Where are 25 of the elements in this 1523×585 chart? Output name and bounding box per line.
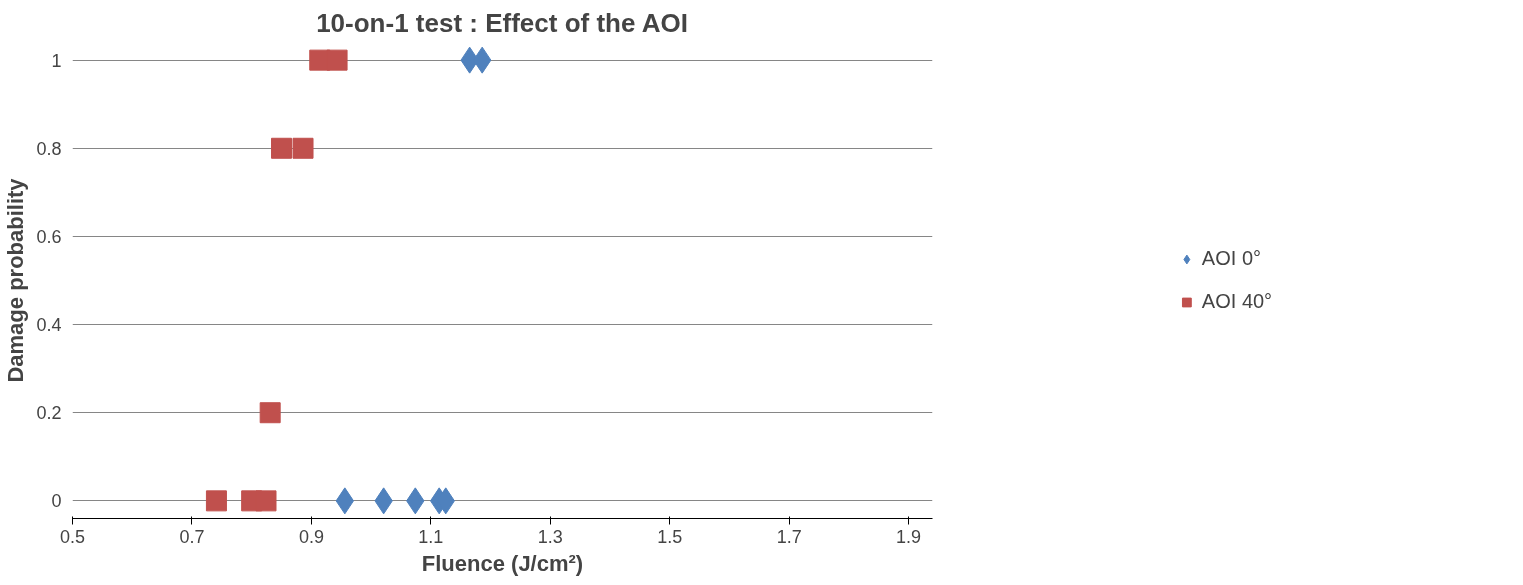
- y-tick-label: 0: [51, 491, 62, 512]
- y-tick-label: 0.4: [36, 315, 62, 336]
- x-tick-label: 0.7: [179, 526, 205, 547]
- x-tick-label: 1.5: [657, 526, 683, 547]
- legend-label: AOI 0°: [1201, 247, 1262, 270]
- x-tick-label: 1.1: [418, 526, 444, 547]
- x-tick-label: 0.5: [59, 526, 86, 547]
- x-tick-label: 1.7: [776, 526, 802, 547]
- point: [271, 137, 293, 159]
- point: [255, 490, 277, 512]
- point: [259, 402, 281, 424]
- y-axis-title: Damage probability: [3, 177, 29, 383]
- chart-title: 10-on-1 test : Effect of the AOI: [316, 7, 688, 38]
- legend-label: AOI 40°: [1201, 290, 1273, 313]
- y-tick-label: 0.6: [36, 226, 62, 247]
- x-tick-label: 0.9: [298, 526, 324, 547]
- point: [292, 137, 314, 159]
- x-axis-title: Fluence (J/cm²): [421, 550, 584, 576]
- y-tick-label: 1: [51, 50, 62, 71]
- point: [205, 490, 227, 512]
- y-tick-label: 0.8: [36, 138, 62, 159]
- y-tick-label: 0.2: [36, 403, 62, 424]
- x-tick-label: 1.3: [537, 526, 563, 547]
- x-tick-label: 1.9: [896, 526, 922, 547]
- point: [326, 49, 348, 71]
